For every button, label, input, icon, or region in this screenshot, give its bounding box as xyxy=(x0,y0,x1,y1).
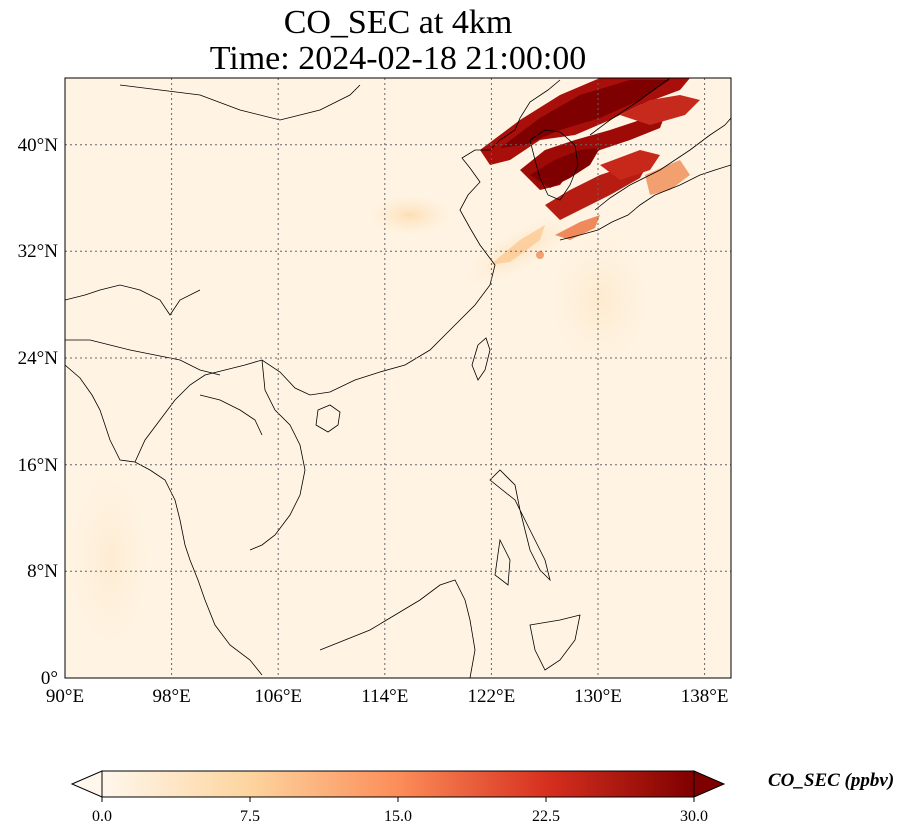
colorbar-min-extend xyxy=(70,770,103,798)
lat-tick: 8°N xyxy=(27,561,58,582)
colorbar-tick: 15.0 xyxy=(384,808,412,825)
lat-tick: 40°N xyxy=(18,135,59,156)
high-concentration-plume xyxy=(480,78,700,265)
map-title: CO_SEC at 4km xyxy=(283,4,513,41)
colorbar-tick: 22.5 xyxy=(532,808,560,825)
lon-tick: 90°E xyxy=(46,686,84,707)
colorbar: 0.0 7.5 15.0 22.5 30.0 xyxy=(70,770,726,825)
lon-tick: 130°E xyxy=(574,686,622,707)
colorbar-tick: 30.0 xyxy=(680,808,708,825)
concentration-field xyxy=(65,78,731,678)
colorbar-gradient xyxy=(101,770,695,798)
colorbar-max-extend xyxy=(693,770,726,798)
colorbar-tick: 7.5 xyxy=(240,808,260,825)
lon-tick: 106°E xyxy=(254,686,302,707)
colorbar-tick: 0.0 xyxy=(92,808,112,825)
lon-tick: 114°E xyxy=(361,686,408,707)
lon-tick: 98°E xyxy=(152,686,190,707)
lon-tick: 122°E xyxy=(468,686,516,707)
lat-tick: 16°N xyxy=(18,455,59,476)
map-time: Time: 2024-02-18 21:00:00 xyxy=(209,40,587,77)
coastlines xyxy=(65,78,731,678)
lat-tick: 24°N xyxy=(18,348,59,369)
lon-tick: 138°E xyxy=(681,686,729,707)
graticule xyxy=(65,78,731,678)
map-frame xyxy=(64,77,732,679)
colorbar-label: CO_SEC (ppbv) xyxy=(768,770,895,791)
lat-tick: 32°N xyxy=(18,241,59,262)
lat-tick: 0° xyxy=(41,668,58,689)
